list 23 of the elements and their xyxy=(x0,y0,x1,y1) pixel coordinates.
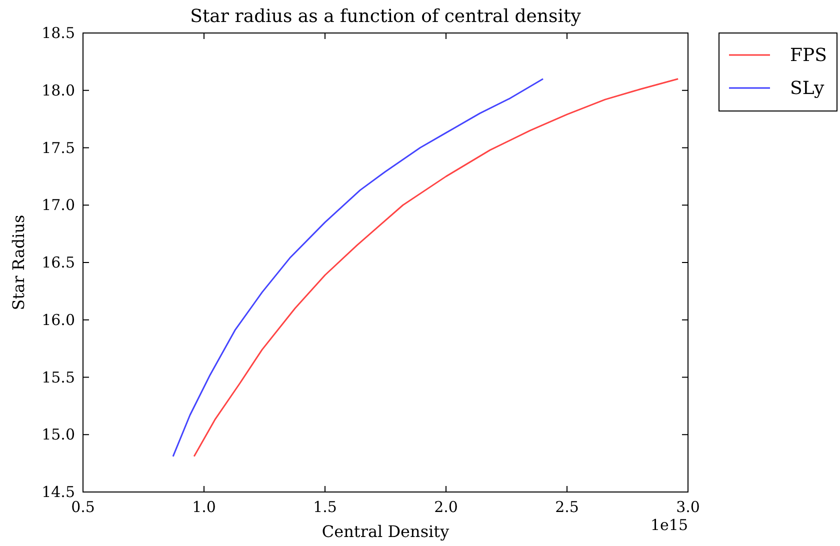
y-axis-title: Star Radius xyxy=(9,214,28,310)
x-tick-label: 1.0 xyxy=(192,498,216,516)
y-tick-label: 18.5 xyxy=(42,24,75,42)
x-axis-title: Central Density xyxy=(322,522,450,541)
y-tick-label: 15.5 xyxy=(42,368,75,386)
y-tick-label: 17.0 xyxy=(42,196,75,214)
line-series xyxy=(172,78,544,458)
y-tick-label: 18.0 xyxy=(42,81,75,100)
y-tick-label: 16.0 xyxy=(42,310,75,329)
y-tick-label: 16.5 xyxy=(42,254,75,272)
line-series xyxy=(193,78,679,458)
y-tick-label: 17.5 xyxy=(42,138,75,157)
legend-label: FPS xyxy=(790,45,827,66)
x-tick-label: 3.0 xyxy=(676,498,700,516)
text: 1e15 xyxy=(650,516,688,534)
x-tick-label: 2.5 xyxy=(555,498,579,516)
x-tick-label: 0.5 xyxy=(71,498,95,516)
legend-label: SLy xyxy=(790,78,825,99)
x-tick-label: 2.0 xyxy=(434,498,458,516)
y-tick-label: 14.5 xyxy=(42,483,75,501)
chart-title: Star radius as a function of central density xyxy=(190,6,582,27)
y-tick-label: 15.0 xyxy=(42,426,75,444)
x-tick-label: 1.5 xyxy=(313,498,337,516)
